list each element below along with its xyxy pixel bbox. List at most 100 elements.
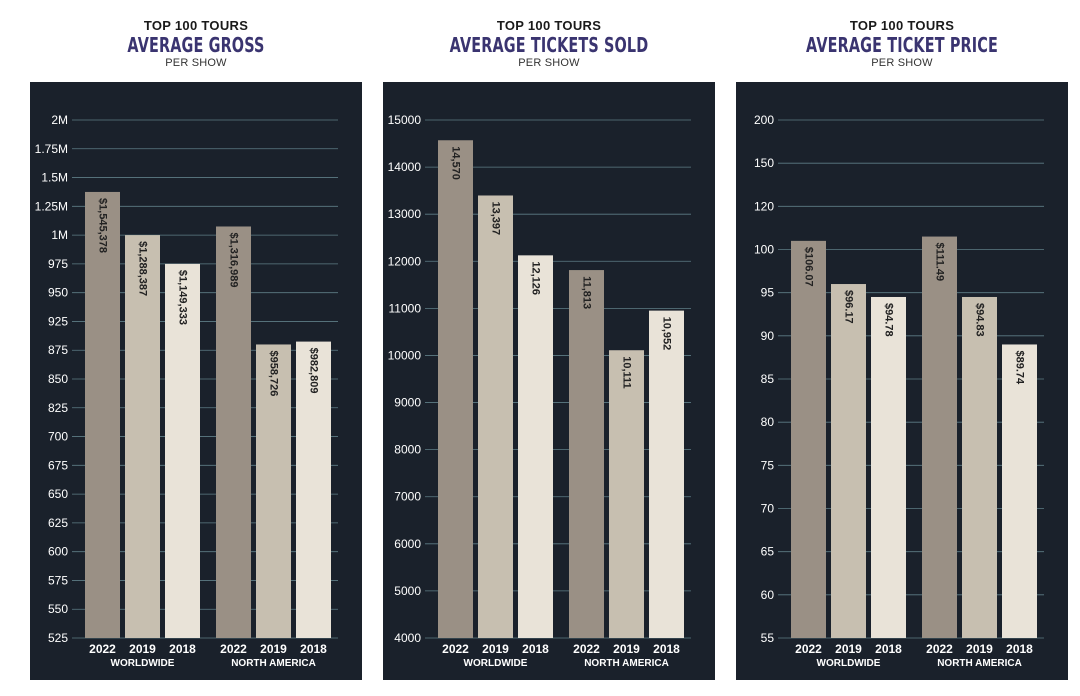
y-tick-label: 4000 [394, 631, 421, 645]
group-label: NORTH AMERICA [584, 658, 669, 669]
x-tick-label: 2019 [260, 642, 287, 656]
subtitle: PER SHOW [165, 57, 227, 69]
y-tick-label: 825 [48, 401, 68, 415]
y-tick-label: 80 [761, 415, 775, 429]
y-tick-label: 5000 [394, 584, 421, 598]
y-tick-label: 700 [48, 430, 68, 444]
group-label: NORTH AMERICA [231, 658, 316, 669]
x-tick-label: 2019 [129, 642, 156, 656]
x-tick-label: 2018 [522, 642, 549, 656]
y-tick-label: 55 [761, 631, 775, 645]
y-tick-label: 875 [48, 343, 68, 357]
y-tick-label: 11000 [389, 301, 422, 315]
y-tick-label: 6000 [394, 537, 421, 551]
avg-tickets-chart: 15000 14000 13000 12000 11000 10000 9000 8000 70… [383, 82, 715, 680]
header-avg-tickets: TOP 100 TOURS AVERAGE TICKETS SOLD PER S… [409, 18, 689, 69]
x-tick-label: 2018 [300, 642, 327, 656]
y-tick-label: 12000 [388, 254, 422, 268]
pretitle: TOP 100 TOURS [849, 18, 955, 33]
group-label: WORLDWIDE [464, 658, 528, 669]
data-label: $106.07 [803, 247, 815, 287]
data-label: 10,952 [661, 317, 673, 351]
data-label: $111.49 [934, 243, 946, 282]
y-tick-label: 7000 [394, 490, 421, 504]
y-tick-label: 15000 [388, 113, 422, 127]
x-tick-label: 2019 [835, 642, 862, 656]
bar [438, 140, 473, 638]
data-label: $94.83 [974, 303, 986, 337]
x-tick-label: 2022 [926, 642, 953, 656]
y-tick-label: 9000 [394, 396, 421, 410]
y-tick-label: 85 [761, 372, 775, 386]
y-tick-label: 650 [48, 487, 68, 501]
header-avg-price: TOP 100 TOURS AVERAGE TICKET PRICE PER S… [762, 18, 1042, 69]
avg-price-chart: 200 150 120 100 95 90 85 80 75 70 65 60 55 $106.07 202… [736, 82, 1068, 680]
y-tick-label: 60 [761, 588, 775, 602]
y-tick-label: 200 [754, 113, 774, 127]
y-tick-label: 8000 [394, 443, 421, 457]
group-label: WORLDWIDE [817, 658, 881, 669]
x-tick-label: 2019 [613, 642, 640, 656]
y-tick-label: 1.5M [41, 171, 68, 185]
bar [165, 263, 200, 638]
y-tick-label: 65 [761, 545, 775, 559]
chart-title: AVERAGE GROSS [127, 33, 265, 57]
data-label: 11,813 [581, 276, 593, 309]
data-label: $96.17 [843, 290, 855, 324]
pretitle: TOP 100 TOURS [496, 18, 602, 33]
y-tick-label: 70 [761, 502, 775, 516]
x-tick-label: 2022 [220, 642, 247, 656]
bar [518, 255, 553, 638]
y-tick-label: 600 [48, 545, 68, 559]
data-label: 14,570 [450, 146, 462, 180]
bar [1002, 344, 1037, 638]
y-tick-label: 925 [48, 314, 68, 328]
bar [478, 195, 513, 638]
x-tick-label: 2019 [966, 642, 993, 656]
bar [609, 350, 644, 638]
x-tick-label: 2022 [89, 642, 116, 656]
subtitle: PER SHOW [871, 57, 933, 69]
chart-title: AVERAGE TICKET PRICE [806, 33, 998, 57]
bar [791, 240, 826, 638]
bar [296, 341, 331, 638]
x-tick-label: 2022 [442, 642, 469, 656]
y-tick-label: 120 [754, 199, 774, 213]
y-tick-label: 1.75M [35, 142, 68, 156]
y-tick-label: 75 [761, 458, 775, 472]
y-tick-label: 150 [754, 156, 774, 170]
x-tick-label: 2022 [573, 642, 600, 656]
bar [962, 296, 997, 638]
y-tick-label: 625 [48, 516, 68, 530]
data-label: $1,288,387 [137, 241, 149, 296]
x-tick-label: 2018 [169, 642, 196, 656]
x-tick-label: 2022 [795, 642, 822, 656]
bar [125, 235, 160, 638]
bar [871, 296, 906, 638]
y-tick-label: 1.25M [35, 199, 68, 213]
data-label: $958,726 [268, 350, 280, 396]
y-tick-label: 675 [48, 458, 68, 472]
data-label: 13,397 [490, 201, 502, 235]
bar [216, 226, 251, 638]
y-tick-label: 1M [51, 228, 68, 242]
header-avg-gross: TOP 100 TOURS AVERAGE GROSS PER SHOW [56, 18, 336, 69]
x-tick-label: 2018 [875, 642, 902, 656]
x-tick-label: 2018 [1006, 642, 1033, 656]
y-tick-label: 90 [761, 329, 775, 343]
group-label: WORLDWIDE [111, 658, 175, 669]
y-tick-label: 850 [48, 372, 68, 386]
x-tick-label: 2019 [482, 642, 509, 656]
bar [569, 270, 604, 638]
group-label: NORTH AMERICA [937, 658, 1022, 669]
bar [256, 344, 291, 638]
bar [85, 191, 120, 638]
y-tick-label: 2M [51, 113, 68, 127]
y-tick-label: 550 [48, 602, 68, 616]
data-label: 12,126 [530, 261, 542, 295]
bar [649, 310, 684, 638]
avg-gross-chart: 2M 1.75M 1.5M 1.25M 1M 975 950 925 875 850 825 700 6… [30, 82, 362, 680]
y-tick-label: 575 [48, 573, 68, 587]
data-label: $1,149,333 [177, 270, 189, 325]
y-tick-label: 950 [48, 286, 68, 300]
